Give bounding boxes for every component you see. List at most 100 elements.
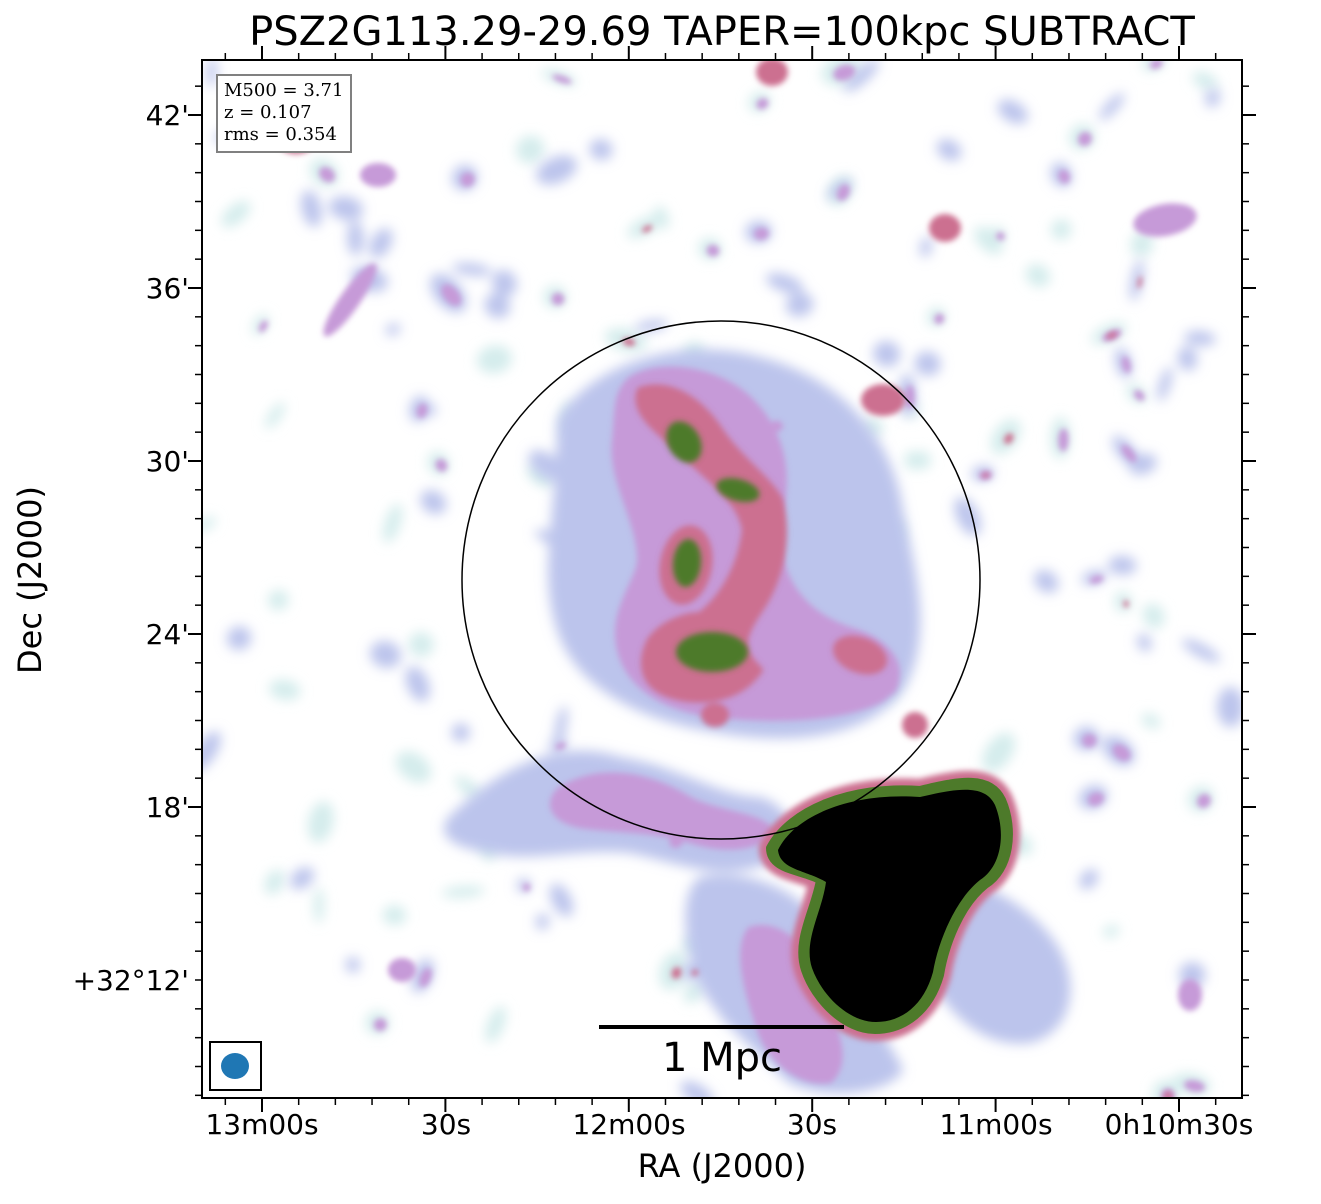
noise-blob-core	[1121, 444, 1137, 463]
se-source	[1178, 979, 1202, 1011]
noise-blob	[1079, 869, 1099, 890]
ne-knot	[861, 384, 905, 416]
noise-blob	[369, 228, 393, 259]
noise-blob	[202, 517, 217, 532]
noise-blob	[202, 731, 221, 771]
noise-blob-core	[1088, 792, 1104, 806]
y-tick-label: 42'	[145, 99, 189, 132]
peak-arc	[716, 477, 760, 503]
x-tick-label: 11m00s	[939, 1108, 1053, 1141]
noise-blob	[265, 402, 285, 429]
noise-blob	[408, 632, 434, 657]
noise-blob-peak	[1163, 1091, 1173, 1098]
axis-ticks	[188, 46, 1256, 1112]
noise-blob	[227, 626, 252, 651]
r500-circle	[461, 320, 981, 840]
peak-south	[676, 632, 748, 672]
noise-blob-core	[435, 458, 448, 472]
noise-blob	[451, 723, 470, 742]
y-tick-label: 24'	[145, 618, 189, 651]
noise-blob	[264, 869, 285, 895]
y-axis-label: Dec (J2000)	[11, 486, 49, 674]
noise-blob	[843, 60, 880, 92]
x-tick-label: 30s	[420, 1108, 472, 1141]
noise-blob-core	[1133, 390, 1145, 401]
noise-blob-core	[1058, 428, 1069, 452]
noise-blob	[484, 293, 511, 319]
noise-blob	[1108, 555, 1137, 575]
noise-blob-core	[706, 244, 720, 257]
noise-blob	[492, 269, 517, 297]
noise-blob	[1102, 924, 1120, 938]
peak-knot	[672, 539, 702, 587]
se-knot	[902, 712, 928, 738]
noise-blob	[627, 215, 662, 239]
noise-blob	[1192, 71, 1218, 91]
noise-blob	[307, 801, 334, 843]
noise-blob-core	[1089, 575, 1104, 584]
noise-blob	[420, 490, 447, 515]
scalebar-label: 1 Mpc	[661, 1035, 783, 1081]
noise-blob	[936, 139, 962, 161]
y-tick-label: 36'	[145, 272, 189, 305]
noise-blob	[997, 99, 1028, 124]
noise-blob	[370, 640, 402, 669]
noise-blob	[221, 200, 251, 228]
noise-blob-core	[460, 172, 475, 187]
arc-structure	[635, 384, 787, 703]
x-axis-label: RA (J2000)	[637, 1147, 807, 1185]
noise-blob	[873, 340, 901, 367]
beam-box	[209, 1041, 262, 1091]
x-tick-label: 0h10m30s	[1104, 1108, 1254, 1141]
noise-blob-core	[416, 403, 428, 419]
beam-ellipse	[221, 1053, 249, 1079]
noise-blob-core	[319, 166, 336, 183]
noise-blob-core	[1150, 60, 1163, 69]
noise-blob	[268, 589, 289, 611]
noise-blob-core	[754, 227, 769, 240]
noise-blob	[1141, 713, 1161, 729]
noise-blob	[1157, 367, 1173, 402]
noise-blob	[536, 155, 578, 185]
noise-blob-peak	[642, 225, 653, 233]
x-tick-label: 12m00s	[572, 1108, 686, 1141]
noise-blob-core	[555, 742, 566, 750]
noise-blob-core	[373, 1018, 387, 1032]
noise-blob	[589, 138, 613, 161]
noise-blob	[680, 1081, 714, 1098]
noise-blob-core	[1077, 131, 1092, 146]
noise-blob	[1205, 88, 1221, 108]
noise-blob	[382, 503, 403, 543]
peak-north	[666, 421, 702, 463]
mass-label: M500 = 3.71	[224, 80, 344, 101]
noise-blob	[982, 732, 1016, 773]
ne-blob	[1133, 203, 1197, 237]
nw-elongated	[323, 263, 377, 337]
noise-blob	[405, 666, 430, 702]
noise-blob	[654, 205, 670, 230]
noise-blob	[300, 190, 322, 227]
noise-blob	[785, 292, 814, 317]
noise-blob	[1130, 231, 1154, 257]
noise-blob	[477, 345, 512, 374]
noise-blob	[328, 196, 364, 221]
sw-source	[388, 958, 416, 982]
emission-peak-layer	[666, 421, 760, 672]
noise-blob-core	[441, 284, 462, 306]
noise-blob-core	[551, 292, 565, 306]
north-source	[756, 60, 788, 86]
noise-blob-peak	[691, 969, 699, 976]
noise-blob-peak	[1106, 331, 1118, 339]
south-knot	[701, 703, 729, 727]
noise-blob-core	[1082, 733, 1097, 748]
noise-blob	[1177, 346, 1198, 371]
x-tick-label: 13m00s	[205, 1108, 319, 1141]
noise-blob	[313, 887, 325, 924]
ne-compact	[929, 214, 961, 242]
noise-blob-core	[1112, 744, 1131, 761]
noise-blob	[382, 905, 407, 926]
noise-blob	[395, 751, 432, 783]
east-knot	[832, 635, 888, 675]
